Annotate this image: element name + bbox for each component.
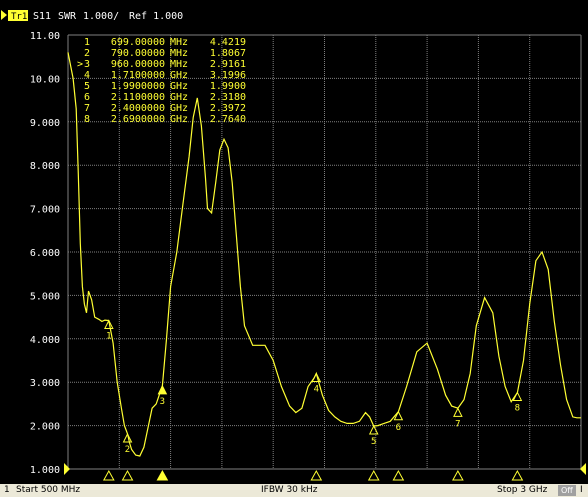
y-tick-label: 9.000 bbox=[30, 118, 60, 129]
grid bbox=[67, 34, 582, 470]
markers: 1 2 3 4 5 6 7 8 bbox=[104, 319, 523, 455]
trace-scale: 1.000/ bbox=[83, 11, 119, 22]
marker-7-icon bbox=[453, 407, 463, 417]
marker-7-position-icon bbox=[452, 469, 464, 481]
y-tick-label: 2.000 bbox=[30, 422, 60, 433]
marker-5-label: 5 bbox=[371, 437, 376, 447]
marker-table-value: 2.3180 bbox=[210, 92, 246, 103]
marker-table-number: 7 bbox=[84, 103, 90, 114]
trace-format: SWR bbox=[58, 11, 77, 22]
active-marker-indicator: > bbox=[77, 59, 83, 70]
marker-table-unit: GHz bbox=[170, 103, 188, 114]
ifbw-setting[interactable]: IFBW 30 kHz bbox=[261, 485, 318, 495]
marker-table-frequency: 2.4000000 bbox=[111, 103, 165, 114]
marker-table-unit: MHz bbox=[170, 37, 188, 48]
y-tick-label: 1.000 bbox=[30, 465, 60, 476]
marker-table-frequency: 1.9900000 bbox=[111, 81, 165, 92]
y-tick-label: 8.000 bbox=[30, 161, 60, 172]
off-button[interactable]: Off bbox=[558, 485, 576, 496]
marker-4-position-icon bbox=[310, 469, 323, 481]
stop-frequency[interactable]: Stop 3 GHz bbox=[497, 485, 548, 495]
marker-table-value: 1.9900 bbox=[210, 81, 246, 92]
marker-table-unit: MHz bbox=[170, 59, 188, 70]
reference-right-icon bbox=[580, 463, 586, 475]
marker-1-icon bbox=[104, 319, 114, 329]
marker-table-frequency: 2.6900000 bbox=[111, 114, 165, 125]
y-tick-label: 7.000 bbox=[30, 205, 60, 216]
reference-left-icon bbox=[64, 463, 70, 475]
reference-indicators bbox=[64, 463, 586, 475]
marker-table-number: 5 bbox=[84, 81, 90, 92]
marker-table-unit: GHz bbox=[170, 70, 188, 81]
marker-2-position-icon bbox=[121, 469, 134, 481]
marker-table-value: 2.9161 bbox=[210, 59, 246, 70]
marker-table-unit: GHz bbox=[170, 114, 188, 125]
y-tick-label: 11.00 bbox=[30, 31, 60, 42]
marker-5-icon bbox=[368, 424, 379, 435]
marker-7-label: 7 bbox=[455, 419, 460, 429]
marker-table: 1 699.00000 MHz 4.4219 2 790.00000 MHz 1.8067 > 3… bbox=[77, 37, 246, 125]
marker-2-label: 2 bbox=[125, 445, 130, 455]
marker-table-value: 4.4219 bbox=[210, 37, 246, 48]
y-tick-label: 3.000 bbox=[30, 378, 60, 389]
marker-table-number: 4 bbox=[84, 70, 90, 81]
marker-table-number: 3 bbox=[84, 59, 90, 70]
marker-position-indicators bbox=[102, 469, 524, 481]
marker-2-icon bbox=[122, 432, 133, 443]
marker-table-value: 1.8067 bbox=[210, 48, 246, 59]
trace-label: Tr1 bbox=[11, 12, 27, 22]
marker-table-frequency: 699.00000 bbox=[111, 37, 165, 48]
marker-1-label: 1 bbox=[106, 331, 111, 341]
marker-table-frequency: 1.7100000 bbox=[111, 70, 165, 81]
marker-3-label: 3 bbox=[160, 397, 165, 407]
marker-6-icon bbox=[393, 410, 404, 421]
marker-4-icon bbox=[311, 372, 322, 383]
active-trace-arrow-icon bbox=[1, 10, 7, 20]
marker-table-number: 6 bbox=[84, 92, 90, 103]
marker-8-label: 8 bbox=[515, 403, 520, 413]
y-tick-label: 6.000 bbox=[30, 248, 60, 259]
marker-8-icon bbox=[512, 391, 523, 401]
marker-table-number: 1 bbox=[84, 37, 90, 48]
y-tick-labels: 11.00 10.00 9.000 8.000 7.000 6.000 5.000 4.000… bbox=[30, 31, 60, 476]
trace-label-badge[interactable] bbox=[8, 10, 28, 21]
marker-table-number: 2 bbox=[84, 48, 90, 59]
status-indicator: I bbox=[580, 485, 583, 495]
marker-4-label: 4 bbox=[314, 385, 319, 395]
chart: Tr1 S11 SWR 1.000/ Ref 1.000 11.00 10.00 9… bbox=[0, 0, 588, 481]
trace-reference: Ref 1.000 bbox=[129, 11, 183, 22]
marker-table-value: 3.1996 bbox=[210, 70, 246, 81]
marker-6-label: 6 bbox=[396, 423, 401, 433]
marker-table-frequency: 960.00000 bbox=[111, 59, 165, 70]
header-background bbox=[0, 0, 588, 24]
marker-3-icon bbox=[157, 384, 168, 395]
marker-1-position-icon bbox=[102, 469, 115, 481]
marker-table-value: 2.7640 bbox=[210, 114, 246, 125]
marker-8-position-icon bbox=[511, 469, 524, 481]
marker-6-position-icon bbox=[392, 469, 405, 481]
trace-parameter: S11 bbox=[33, 11, 51, 22]
start-frequency[interactable]: Start 500 MHz bbox=[16, 485, 81, 495]
marker-5-position-icon bbox=[367, 469, 380, 481]
marker-table-unit: MHz bbox=[170, 48, 188, 59]
channel-number: 1 bbox=[4, 485, 10, 495]
y-tick-label: 10.00 bbox=[30, 74, 60, 85]
status-bar: 1 Start 500 MHz IFBW 30 kHz Stop 3 GHz O… bbox=[0, 484, 588, 497]
y-tick-label: 4.000 bbox=[30, 335, 60, 346]
marker-table-value: 2.3972 bbox=[210, 103, 246, 114]
marker-table-unit: GHz bbox=[170, 81, 188, 92]
marker-table-frequency: 2.1100000 bbox=[111, 92, 165, 103]
y-tick-label: 5.000 bbox=[30, 291, 60, 302]
marker-3-position-icon bbox=[156, 469, 169, 481]
marker-table-unit: GHz bbox=[170, 92, 188, 103]
marker-table-frequency: 790.00000 bbox=[111, 48, 165, 59]
marker-table-number: 8 bbox=[84, 114, 90, 125]
analyzer-screen: Tr1 S11 SWR 1.000/ Ref 1.000 11.00 10.00 9… bbox=[0, 0, 588, 484]
trace-line bbox=[67, 52, 581, 457]
trace-header: Tr1 S11 SWR 1.000/ Ref 1.000 bbox=[0, 0, 588, 24]
trace bbox=[67, 52, 581, 457]
